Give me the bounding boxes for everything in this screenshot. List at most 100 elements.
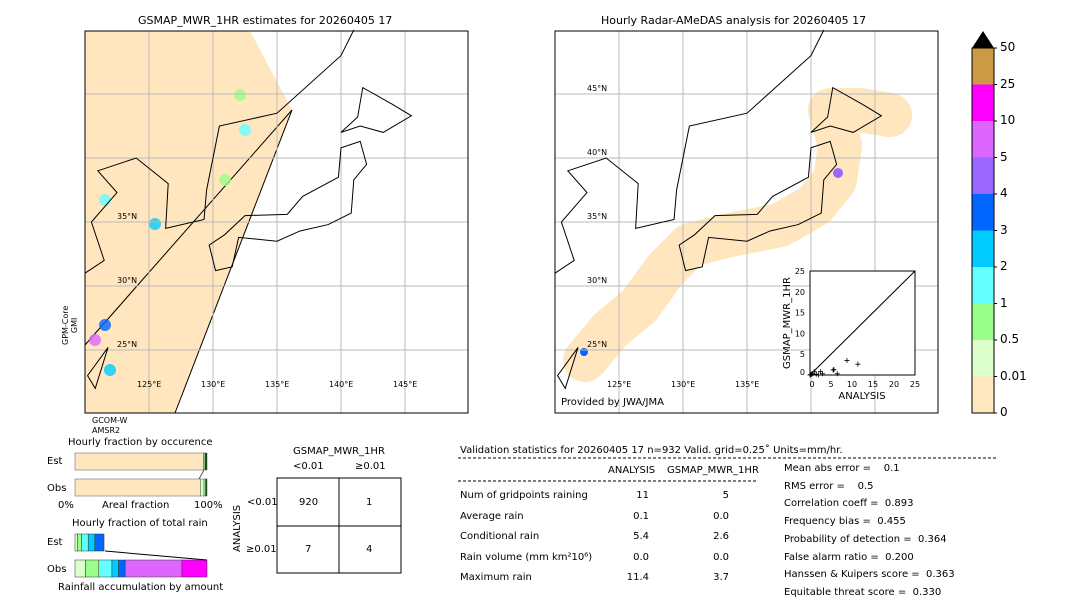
rain-bar-segment xyxy=(118,559,126,578)
rain-bar-segment xyxy=(74,533,78,552)
rain-bar-segment xyxy=(181,559,208,578)
rain-bar-segment xyxy=(81,533,89,552)
score-line: Frequency bias = 0.455 xyxy=(784,516,906,528)
sensor-bottom-1: GCOM-W xyxy=(92,416,128,425)
colorbar-segment xyxy=(972,303,994,340)
right-map-title: Hourly Radar-AMeDAS analysis for 2026040… xyxy=(601,14,867,27)
scatter-ytick: 25 xyxy=(795,267,805,276)
rain-bar-segment xyxy=(98,559,113,578)
coast-taiwan xyxy=(556,347,579,390)
lat-label: 25°N xyxy=(587,340,608,349)
rain-cell xyxy=(99,319,111,331)
rain-xlabel: Rainfall accumulation by amount xyxy=(58,582,224,593)
scatter-ytick: 20 xyxy=(795,288,805,297)
ct-col-title: GSMAP_MWR_1HR xyxy=(293,446,385,457)
lon-label: 135°E xyxy=(735,380,760,389)
map-frame xyxy=(554,30,939,414)
ct-cell: 4 xyxy=(366,544,373,555)
occurrence-bar-segment xyxy=(74,478,201,497)
lat-label: 35°N xyxy=(587,212,608,221)
score-line: Equitable threat score = 0.330 xyxy=(784,586,942,598)
ct-cell: 1 xyxy=(366,497,373,508)
occ-xmax: 100% xyxy=(194,500,223,511)
coast-asia xyxy=(554,29,825,274)
occ-xlabel: Areal fraction xyxy=(102,500,170,511)
sensor-left-label: GPM-Core GMI xyxy=(61,306,79,345)
stat-gsmap-value: 0.0 xyxy=(713,510,729,522)
score-line: Probability of detection = 0.364 xyxy=(784,533,947,545)
rain-bar-segment xyxy=(94,533,105,552)
colorbar-tick-label: 0.5 xyxy=(1000,332,1020,346)
lon-label: 130°E xyxy=(201,380,226,389)
scatter-xtick: 5 xyxy=(828,380,833,389)
lat-label: 25°N xyxy=(117,340,138,349)
stat-label: Maximum rain xyxy=(460,572,532,583)
ct-row-1: ≥0.01 xyxy=(246,544,277,555)
colorbar-tick-label: 1 xyxy=(1000,295,1008,310)
rain-cell xyxy=(89,334,101,346)
rain-cell xyxy=(234,89,246,101)
scatter-point xyxy=(834,371,840,377)
ct-row-0: <0.01 xyxy=(247,497,278,508)
rain-cell xyxy=(580,348,588,356)
stat-analysis-value: 0.0 xyxy=(633,551,649,563)
scatter-point xyxy=(809,371,815,377)
rain-cell xyxy=(99,194,111,206)
connector xyxy=(198,469,205,480)
score-line: RMS error = 0.5 xyxy=(784,480,874,492)
stat-gsmap-value: 0.0 xyxy=(713,551,729,563)
stat-gsmap-value: 3.7 xyxy=(713,572,729,583)
rain-bar-segment xyxy=(74,559,86,578)
scatter-point xyxy=(811,369,817,375)
stat-analysis-value: 0.1 xyxy=(633,510,649,522)
rain-bar-segment xyxy=(85,559,100,578)
coast-japan xyxy=(678,140,838,272)
score-line: Correlation coeff = 0.893 xyxy=(784,498,914,510)
lon-label: 140°E xyxy=(329,380,354,389)
colorbar-segment xyxy=(972,267,994,304)
swath-edge xyxy=(84,109,293,346)
sensor-left-1: GPM-Core xyxy=(61,305,70,345)
colorbar-tick-label: 0 xyxy=(1000,405,1008,419)
colorbar-segment xyxy=(972,376,994,413)
rain-cell xyxy=(833,168,843,178)
scatter-xtick: 25 xyxy=(910,380,920,389)
lat-label: 30°N xyxy=(117,276,138,285)
score-line: Mean abs error = 0.1 xyxy=(784,463,900,474)
stat-gsmap-value: 2.6 xyxy=(713,531,729,542)
colorbar-segment xyxy=(972,194,994,231)
coast-asia xyxy=(84,29,355,274)
ct-cell: 7 xyxy=(305,544,312,555)
scatter-xtick: 10 xyxy=(847,380,857,389)
scatter-ylabel: GSMAP_MWR_1HR xyxy=(782,277,793,369)
rain-obs-label: Obs xyxy=(47,564,67,575)
scatter-xtick: 0 xyxy=(809,380,814,389)
occurrence-bar-segment xyxy=(200,478,205,497)
map-frame xyxy=(84,30,469,414)
scatter-point xyxy=(831,367,837,373)
ct-col-0: <0.01 xyxy=(293,461,324,472)
lat-label: 30°N xyxy=(587,276,608,285)
occ-xmin: 0% xyxy=(58,500,74,511)
stat-gsmap-value: 5 xyxy=(722,490,729,501)
rain-cell xyxy=(149,218,161,230)
rain-est-label: Est xyxy=(47,537,63,548)
connector xyxy=(104,550,208,561)
stat-label: Rain volume (mm km²10⁶) xyxy=(460,551,593,563)
stat-label: Conditional rain xyxy=(460,531,540,542)
scatter-ytick: 15 xyxy=(795,309,805,318)
score-line: False alarm ratio = 0.200 xyxy=(784,551,914,563)
ct-row-title: ANALYSIS xyxy=(232,504,243,552)
colorbar-segment xyxy=(972,230,994,267)
colorbar-tick-label: 25 xyxy=(1000,76,1016,91)
occ-est-label: Est xyxy=(47,456,63,467)
rain-cell xyxy=(239,124,251,136)
coast-hokkaido xyxy=(340,86,413,133)
colorbar-tick-label: 4 xyxy=(1000,186,1008,200)
stat-label: Average rain xyxy=(460,510,524,522)
coast-japan xyxy=(208,140,368,272)
colorbar-segment xyxy=(972,84,994,121)
sensor-left-2: GMI xyxy=(70,317,79,334)
colorbar-segment xyxy=(972,340,994,377)
colorbar-extend-arrow xyxy=(972,31,994,48)
